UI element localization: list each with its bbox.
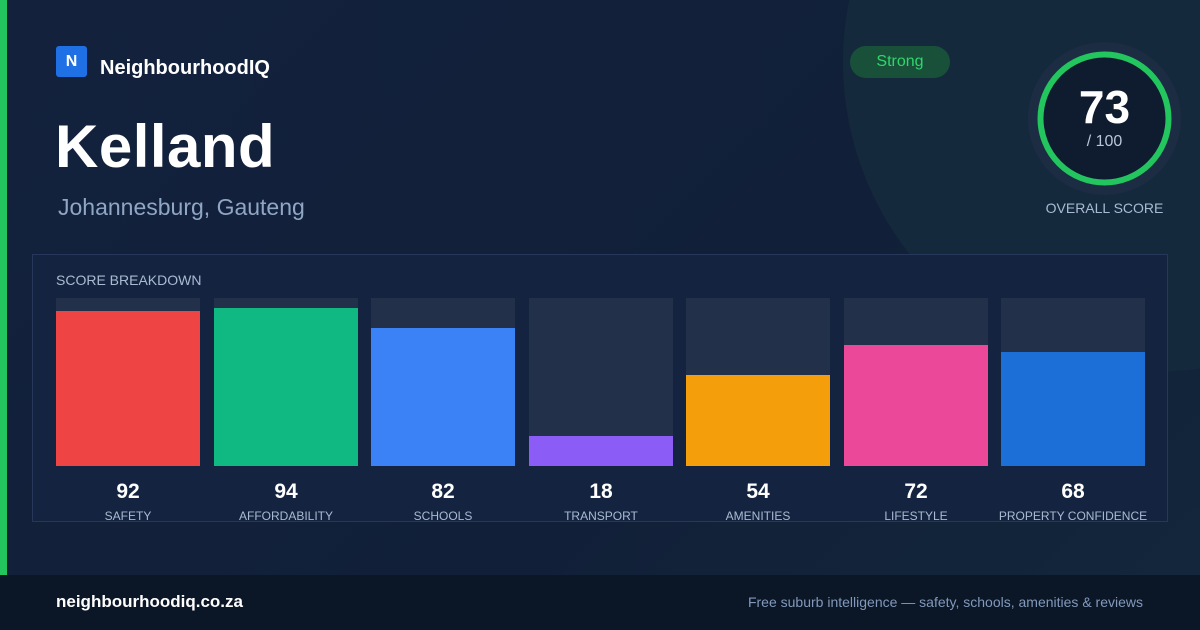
footer-tagline: Free suburb intelligence — safety, schoo… bbox=[747, 594, 1143, 610]
bar-value-label: 72 bbox=[904, 480, 928, 503]
overall-score-value: 73 bbox=[1078, 81, 1131, 133]
bar-value-label: 92 bbox=[116, 480, 140, 503]
overall-score-max: / 100 bbox=[1086, 133, 1123, 150]
bar-schools bbox=[371, 328, 515, 466]
bar-lifestyle bbox=[844, 345, 988, 466]
bar-property-confidence bbox=[1001, 352, 1145, 466]
brand-name: NeighbourhoodIQ bbox=[100, 57, 270, 79]
bar-value-label: 54 bbox=[746, 480, 770, 503]
bar-track-lifestyle bbox=[844, 298, 988, 466]
bar-affordability bbox=[214, 308, 358, 466]
bar-category-label: AFFORDABILITY bbox=[238, 509, 333, 523]
overall-score-label: OVERALL SCORE bbox=[1045, 200, 1164, 216]
bar-track-affordability bbox=[214, 298, 358, 466]
bar-track-amenities bbox=[686, 298, 830, 466]
accent-bar bbox=[0, 0, 7, 575]
bar-category-label: PROPERTY CONFIDENCE bbox=[998, 509, 1148, 523]
bar-value-label: 18 bbox=[589, 480, 613, 503]
bar-track-transport bbox=[529, 298, 673, 466]
logo-icon: N bbox=[56, 46, 87, 77]
bar-safety bbox=[56, 311, 200, 466]
overall-score-ring: 73 / 100 bbox=[1028, 42, 1181, 195]
bar-amenities bbox=[686, 375, 830, 466]
bar-category-label: AMENITIES bbox=[725, 509, 791, 523]
bar-category-label: SAFETY bbox=[104, 509, 152, 523]
footer bbox=[0, 575, 1200, 630]
bar-category-label: LIFESTYLE bbox=[884, 509, 948, 523]
bar-value-label: 82 bbox=[431, 480, 455, 503]
bar-category-label: SCHOOLS bbox=[413, 509, 473, 523]
score-breakdown-title: SCORE BREAKDOWN bbox=[56, 272, 202, 288]
rating-badge: Strong bbox=[850, 46, 950, 78]
bar-category-label: TRANSPORT bbox=[564, 509, 638, 523]
bar-track-schools bbox=[371, 298, 515, 466]
bar-value-label: 68 bbox=[1061, 480, 1085, 503]
score-ring-graphic bbox=[1028, 42, 1181, 195]
footer-url[interactable]: neighbourhoodiq.co.za bbox=[56, 592, 243, 611]
suburb-title: Kelland bbox=[55, 113, 276, 180]
bar-track-safety bbox=[56, 298, 200, 466]
bar-track-property-confidence bbox=[1001, 298, 1145, 466]
suburb-location: Johannesburg, Gauteng bbox=[58, 194, 305, 220]
bar-value-label: 94 bbox=[274, 480, 298, 503]
bar-transport bbox=[529, 436, 673, 466]
